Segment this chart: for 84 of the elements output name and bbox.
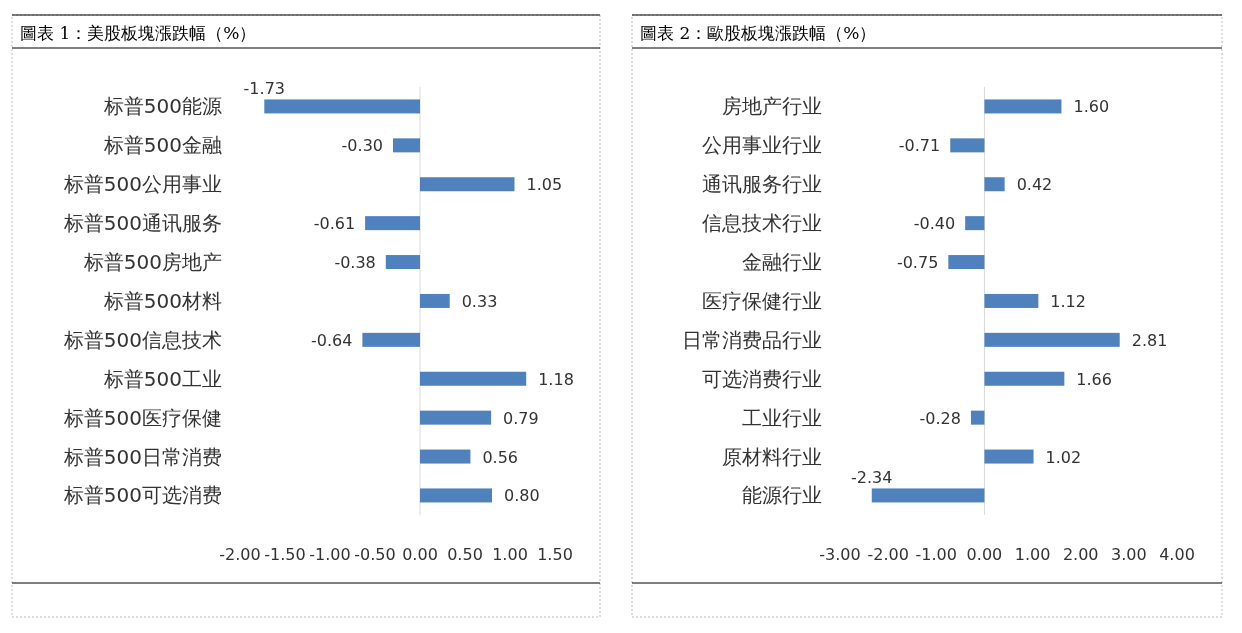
- x-tick-label: -1.00: [915, 544, 957, 564]
- data-label: 0.56: [482, 447, 519, 467]
- chart-title: 圖表 1：美股板塊漲跌幅（%）: [20, 23, 257, 43]
- y-tick-label: 标普500工业: [102, 366, 222, 391]
- y-tick-label: 通讯服务行业: [702, 172, 822, 197]
- y-tick-label: 标普500医疗保健: [62, 405, 222, 430]
- y-tick-label: 工业行业: [742, 405, 822, 430]
- data-label: 1.05: [526, 175, 563, 195]
- x-tick-label: 4.00: [1159, 544, 1195, 564]
- x-tick-label: -1.50: [264, 544, 306, 564]
- x-tick-label: 2.00: [1062, 544, 1099, 564]
- bar: [950, 138, 985, 153]
- y-tick-label: 原材料行业: [722, 444, 822, 469]
- data-label: 2.81: [1131, 330, 1168, 350]
- x-tick-label: -0.50: [354, 544, 396, 564]
- bar: [984, 332, 1120, 347]
- bar: [393, 138, 420, 153]
- bar: [385, 255, 420, 270]
- y-tick-label: 标普500公用事业: [62, 172, 222, 197]
- y-tick-label: 标普500金融: [102, 133, 222, 158]
- x-tick-label: -2.00: [867, 544, 909, 564]
- data-label: 1.66: [1076, 369, 1112, 389]
- data-label: 1.12: [1050, 291, 1086, 311]
- y-tick-label: 标普500房地产: [82, 250, 222, 275]
- y-tick-label: 信息技术行业: [702, 211, 822, 236]
- bar: [948, 255, 985, 270]
- data-label: 0.80: [504, 486, 540, 506]
- data-label: -0.61: [313, 214, 356, 234]
- bar: [362, 332, 420, 347]
- data-label: -0.71: [898, 136, 941, 156]
- bar: [420, 449, 471, 464]
- y-tick-label: 公用事业行业: [702, 133, 822, 158]
- data-label: 1.60: [1073, 97, 1110, 117]
- data-label: -0.28: [919, 408, 961, 428]
- bar: [365, 216, 420, 231]
- y-tick-label: 标普500能源: [102, 94, 222, 119]
- y-tick-label: 日常消费品行业: [682, 327, 822, 352]
- x-tick-label: 1.00: [492, 544, 528, 564]
- y-tick-label: 可选消费行业: [702, 366, 822, 391]
- y-tick-label: 标普500日常消费: [62, 444, 222, 469]
- y-tick-label: 标普500可选消费: [62, 483, 222, 508]
- x-tick-label: -3.00: [819, 544, 861, 564]
- bar: [420, 488, 492, 503]
- data-label: -0.38: [334, 253, 376, 273]
- bar: [984, 371, 1065, 386]
- bar: [984, 293, 1039, 308]
- data-label: -0.40: [913, 214, 956, 234]
- data-label: -1.73: [243, 79, 285, 99]
- bar: [871, 488, 985, 503]
- data-label: -2.34: [851, 468, 893, 488]
- bar: [264, 99, 420, 114]
- bar: [420, 177, 515, 192]
- x-tick-label: 0.00: [402, 544, 438, 564]
- x-tick-label: 3.00: [1111, 544, 1147, 564]
- y-tick-label: 标普500材料: [102, 288, 222, 313]
- y-tick-label: 标普500信息技术: [62, 327, 222, 352]
- data-label: 1.18: [538, 369, 574, 389]
- data-label: 0.79: [503, 408, 539, 428]
- bar: [420, 293, 450, 308]
- y-tick-label: 标普500通讯服务: [62, 211, 222, 236]
- bar: [965, 216, 985, 231]
- data-label: -0.30: [341, 136, 383, 156]
- bar: [420, 371, 527, 386]
- x-tick-label: 0.00: [966, 544, 1003, 564]
- y-tick-label: 金融行业: [742, 250, 822, 275]
- bar: [984, 177, 1005, 192]
- y-tick-label: 能源行业: [742, 483, 822, 508]
- data-label: 0.42: [1016, 175, 1053, 195]
- bar: [984, 99, 1062, 114]
- data-label: 1.02: [1045, 447, 1082, 467]
- data-label: -0.64: [310, 330, 353, 350]
- data-label: -0.75: [896, 253, 939, 273]
- bar: [420, 410, 492, 425]
- x-tick-label: -1.00: [309, 544, 351, 564]
- x-tick-label: 1.00: [1014, 544, 1051, 564]
- bar: [970, 410, 985, 425]
- data-label: 0.33: [461, 291, 498, 311]
- x-tick-label: 0.50: [447, 544, 483, 564]
- x-tick-label: 1.50: [537, 544, 573, 564]
- bar: [984, 449, 1034, 464]
- chart-title: 圖表 2：歐股板塊漲跌幅（%）: [640, 23, 877, 43]
- y-tick-label: 医疗保健行业: [702, 288, 822, 313]
- y-tick-label: 房地产行业: [722, 94, 822, 119]
- x-tick-label: -2.00: [219, 544, 261, 564]
